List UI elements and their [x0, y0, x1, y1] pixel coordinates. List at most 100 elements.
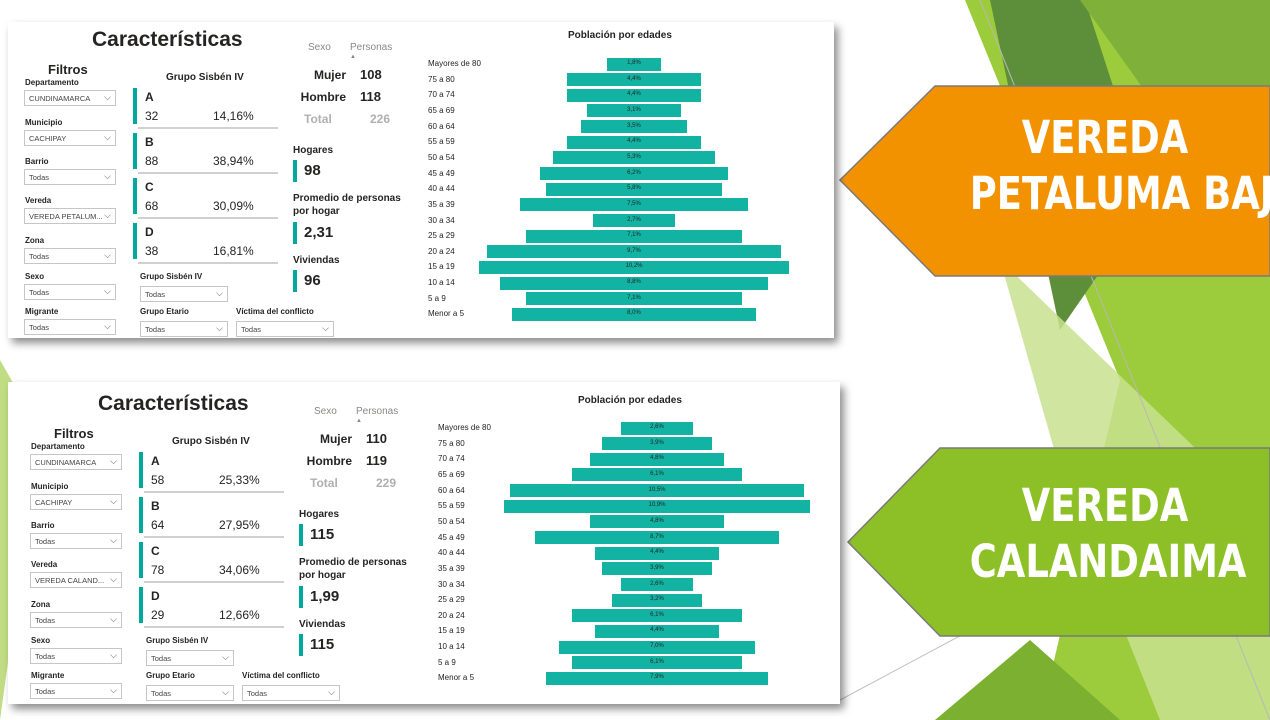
sort-ascending-icon[interactable]: ▲ [356, 418, 362, 424]
age-bar[interactable] [526, 292, 742, 306]
group-letter: C [145, 180, 154, 194]
age-bar[interactable] [512, 307, 756, 321]
age-bar[interactable] [612, 593, 702, 607]
age-bar[interactable] [478, 260, 790, 274]
age-bar[interactable] [486, 245, 782, 259]
age-bar[interactable] [500, 276, 768, 290]
age-bar[interactable] [571, 609, 743, 623]
age-bar[interactable] [571, 468, 743, 482]
age-bar[interactable] [539, 167, 729, 181]
kpi-value: 115 [310, 526, 335, 543]
chevron-down-icon: ⌵ [216, 288, 223, 298]
age-bar[interactable] [535, 531, 779, 545]
filter-dropdown-value: VEREDA PETALUM... [29, 212, 103, 221]
filter-dropdown[interactable]: Todas ⌵ [30, 533, 122, 549]
filter-label: Víctima del conflicto [236, 307, 314, 316]
age-bar[interactable] [545, 182, 723, 196]
filter-dropdown[interactable]: CACHIPAY ⌵ [30, 494, 122, 510]
filter-dropdown[interactable]: VEREDA CALAND... ⌵ [30, 572, 122, 588]
age-bar[interactable] [520, 198, 748, 212]
age-bar[interactable] [589, 452, 725, 466]
age-bar[interactable] [571, 656, 743, 670]
group-accent-bar [133, 88, 137, 124]
group-accent-bar [139, 452, 143, 488]
age-bar[interactable] [592, 214, 676, 227]
age-bar[interactable] [620, 421, 694, 435]
age-bar[interactable] [606, 57, 662, 71]
bar-data-label: 4,4% [650, 549, 664, 556]
kpi-label: Viviendas [293, 255, 340, 266]
group-letter: D [145, 225, 154, 239]
filter-dropdown-value: Todas [151, 654, 172, 663]
filter-dropdown[interactable]: CACHIPAY ⌵ [24, 130, 116, 146]
filter-dropdown[interactable]: Todas ⌵ [24, 319, 116, 335]
filter-dropdown[interactable]: VEREDA PETALUM... ⌵ [24, 208, 116, 224]
age-category-label: 10 a 14 [438, 642, 465, 652]
column-header-personas[interactable]: Personas [350, 42, 393, 53]
chevron-down-icon: ⌵ [104, 210, 111, 220]
age-category-label: 5 a 9 [438, 657, 456, 667]
bar-data-label: 3,1% [627, 106, 641, 113]
age-bar[interactable] [602, 562, 712, 576]
chevron-down-icon: ⌵ [104, 321, 111, 331]
filter-dropdown[interactable]: CUNDINAMARCA ⌵ [24, 90, 116, 106]
filter-dropdown[interactable]: Todas ⌵ [30, 648, 122, 664]
chevron-down-icon: ⌵ [328, 687, 335, 697]
age-bar[interactable] [553, 151, 715, 165]
filter-dropdown[interactable]: Todas ⌵ [146, 685, 234, 701]
chart-title: Población por edades [568, 30, 672, 41]
age-category-label: 40 a 44 [438, 548, 465, 558]
filter-dropdown[interactable]: Todas ⌵ [146, 650, 234, 666]
filter-dropdown[interactable]: Todas ⌵ [24, 169, 116, 185]
filter-label: Departamento [25, 78, 79, 87]
column-header-sexo[interactable]: Sexo [314, 406, 337, 417]
age-bar[interactable] [567, 88, 701, 102]
age-bar[interactable] [546, 671, 768, 685]
age-bar[interactable] [595, 546, 719, 560]
filter-dropdown[interactable]: Todas ⌵ [24, 248, 116, 264]
age-category-label: 65 a 69 [438, 469, 465, 479]
group-percent: 14,16% [213, 109, 254, 123]
age-bar[interactable] [504, 499, 810, 513]
page-title: Características [98, 392, 249, 415]
age-bar[interactable] [567, 73, 701, 87]
age-bar[interactable] [526, 229, 742, 243]
group-accent-bar [139, 497, 143, 533]
age-bar[interactable] [586, 104, 682, 118]
age-category-label: 25 a 29 [428, 231, 455, 241]
sex-row-label: Hombre [300, 90, 346, 104]
filter-label: Sexo [25, 272, 45, 281]
age-bar[interactable] [620, 578, 694, 591]
age-bar[interactable] [580, 120, 688, 134]
group-letter: B [151, 499, 160, 513]
filter-dropdown[interactable]: Todas ⌵ [236, 321, 334, 337]
sex-row-label: Mujer [313, 68, 346, 82]
sort-ascending-icon[interactable]: ▲ [350, 54, 356, 60]
filter-dropdown[interactable]: CUNDINAMARCA ⌵ [30, 454, 122, 470]
filter-dropdown[interactable]: Todas ⌵ [24, 284, 116, 300]
banner-line1: VEREDA [1021, 111, 1189, 164]
age-bar[interactable] [602, 437, 712, 451]
filter-dropdown[interactable]: Todas ⌵ [30, 683, 122, 699]
group-percent: 34,06% [219, 563, 260, 577]
age-bar[interactable] [589, 515, 725, 529]
group-letter: D [151, 589, 160, 603]
kpi-value: 1,99 [310, 588, 340, 605]
filter-dropdown[interactable]: Todas ⌵ [242, 685, 340, 701]
column-header-sexo[interactable]: Sexo [308, 42, 331, 53]
filter-dropdown-value: Todas [35, 652, 56, 661]
filter-dropdown-value: Todas [35, 687, 56, 696]
age-bar[interactable] [510, 484, 804, 498]
age-bar[interactable] [567, 135, 701, 149]
page-title: Características [92, 28, 243, 51]
column-header-personas[interactable]: Personas [356, 406, 399, 417]
filter-dropdown[interactable]: Todas ⌵ [140, 321, 228, 337]
filter-dropdown[interactable]: Todas ⌵ [30, 612, 122, 628]
age-bar[interactable] [559, 640, 755, 654]
filter-dropdown[interactable]: Todas ⌵ [140, 286, 228, 302]
filter-dropdown-value: Todas [29, 252, 50, 261]
banner-line2: CALANDAIMA [969, 535, 1247, 589]
filter-dropdown-value: Todas [29, 288, 50, 297]
age-bar[interactable] [595, 624, 719, 638]
